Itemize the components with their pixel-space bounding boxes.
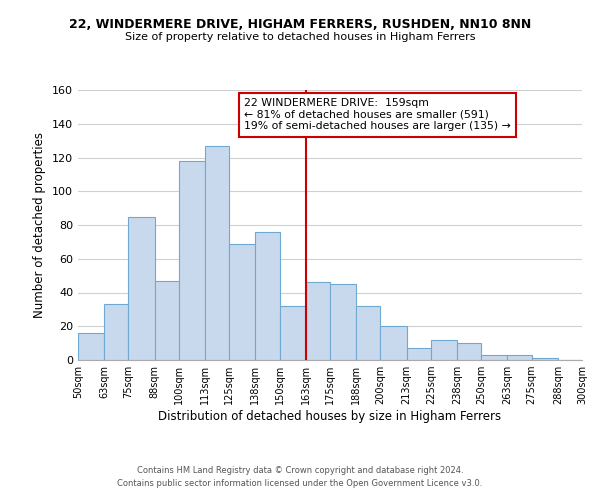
Bar (104, 304, 128, 360)
Bar (431, 340, 457, 360)
Bar (330, 284, 356, 360)
Bar (356, 306, 380, 360)
Bar (280, 306, 306, 360)
Y-axis label: Number of detached properties: Number of detached properties (34, 132, 46, 318)
Bar (155, 280, 179, 360)
Bar (128, 216, 155, 360)
Bar (179, 161, 205, 360)
Bar (380, 326, 407, 360)
Bar (407, 348, 431, 360)
X-axis label: Distribution of detached houses by size in Higham Ferrers: Distribution of detached houses by size … (158, 410, 502, 423)
Bar (508, 355, 532, 360)
Bar (229, 244, 256, 360)
Text: Contains HM Land Registry data © Crown copyright and database right 2024.
Contai: Contains HM Land Registry data © Crown c… (118, 466, 482, 487)
Bar (532, 358, 558, 360)
Bar (256, 232, 280, 360)
Bar (457, 343, 481, 360)
Bar (306, 282, 330, 360)
Text: Size of property relative to detached houses in Higham Ferrers: Size of property relative to detached ho… (125, 32, 475, 42)
Bar (205, 146, 229, 360)
Text: 22 WINDERMERE DRIVE:  159sqm
← 81% of detached houses are smaller (591)
19% of s: 22 WINDERMERE DRIVE: 159sqm ← 81% of det… (244, 98, 511, 132)
Bar (481, 355, 508, 360)
Bar (78, 333, 104, 360)
Text: 22, WINDERMERE DRIVE, HIGHAM FERRERS, RUSHDEN, NN10 8NN: 22, WINDERMERE DRIVE, HIGHAM FERRERS, RU… (69, 18, 531, 30)
